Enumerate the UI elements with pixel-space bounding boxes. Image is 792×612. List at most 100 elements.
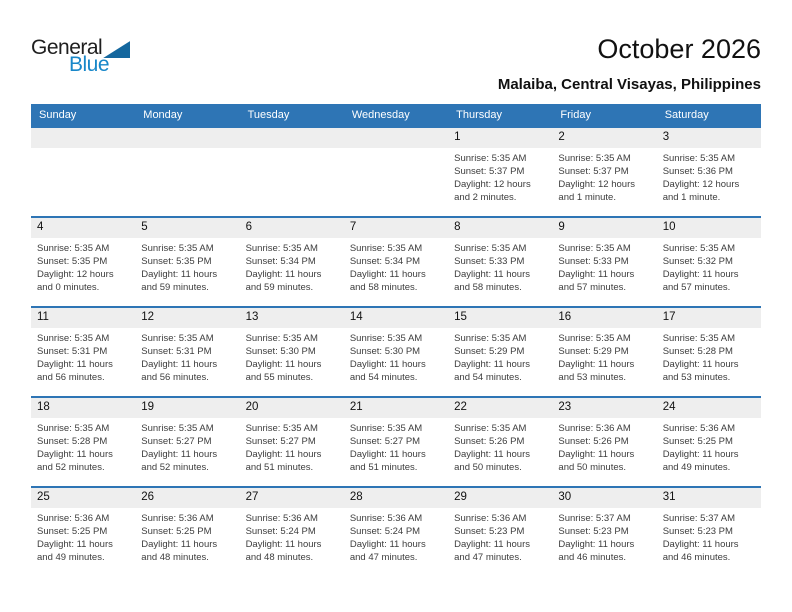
sunrise-text: Sunrise: 5:35 AM	[454, 423, 527, 434]
daylight-text: Daylight: 11 hours and 52 minutes.	[141, 449, 218, 473]
day-cell-27: 27 Sunrise: 5:36 AM Sunset: 5:24 PM Dayligh…	[239, 488, 344, 576]
day-cell-8: 8 Sunrise: 5:35 AM Sunset: 5:33 PM Daylight…	[448, 218, 553, 306]
sunset-text: Sunset: 5:29 PM	[454, 346, 525, 357]
day-number: 21	[343, 398, 449, 418]
daylight-text: Daylight: 11 hours and 55 minutes.	[245, 359, 322, 383]
day-cell-18: 18 Sunrise: 5:35 AM Sunset: 5:28 PM Dayligh…	[31, 398, 136, 486]
day-cell-13: 13 Sunrise: 5:35 AM Sunset: 5:30 PM Dayligh…	[239, 308, 344, 396]
sunset-text: Sunset: 5:27 PM	[245, 436, 316, 447]
sunrise-text: Sunrise: 5:35 AM	[454, 243, 527, 254]
day-details: Sunrise: 5:35 AM Sunset: 5:31 PM Daylight:…	[31, 328, 135, 384]
daylight-text: Daylight: 11 hours and 49 minutes.	[662, 449, 739, 473]
day-number: 23	[552, 398, 657, 418]
daylight-text: Daylight: 11 hours and 53 minutes.	[558, 359, 635, 383]
sunrise-text: Sunrise: 5:35 AM	[245, 243, 318, 254]
day-number: 3	[656, 128, 761, 148]
sunrise-text: Sunrise: 5:35 AM	[141, 333, 214, 344]
week-row-1: 1 Sunrise: 5:35 AM Sunset: 5:37 PM Daylight…	[31, 126, 761, 216]
sunset-text: Sunset: 5:37 PM	[558, 166, 629, 177]
daylight-text: Daylight: 12 hours and 1 minute.	[662, 179, 740, 203]
day-number-empty	[135, 128, 240, 148]
day-cell-24: 24 Sunrise: 5:36 AM Sunset: 5:25 PM Dayligh…	[656, 398, 761, 486]
day-cell-12: 12 Sunrise: 5:35 AM Sunset: 5:31 PM Dayligh…	[135, 308, 240, 396]
day-details: Sunrise: 5:36 AM Sunset: 5:24 PM Daylight:…	[344, 508, 448, 564]
day-cell-empty	[135, 128, 240, 216]
sunset-text: Sunset: 5:31 PM	[141, 346, 212, 357]
sunrise-text: Sunrise: 5:36 AM	[141, 513, 214, 524]
daylight-text: Daylight: 11 hours and 54 minutes.	[454, 359, 530, 383]
sunset-text: Sunset: 5:27 PM	[141, 436, 212, 447]
day-details: Sunrise: 5:35 AM Sunset: 5:33 PM Daylight:…	[448, 238, 552, 294]
daylight-text: Daylight: 11 hours and 54 minutes.	[349, 359, 426, 383]
day-cell-17: 17 Sunrise: 5:35 AM Sunset: 5:28 PM Dayligh…	[656, 308, 761, 396]
logo-text-general: General	[31, 36, 103, 59]
daylight-text: Daylight: 11 hours and 56 minutes.	[141, 359, 218, 383]
day-cell-29: 29 Sunrise: 5:36 AM Sunset: 5:23 PM Dayligh…	[448, 488, 553, 576]
daylight-text: Daylight: 11 hours and 49 minutes.	[37, 539, 113, 563]
sunrise-text: Sunrise: 5:35 AM	[37, 243, 110, 254]
day-details: Sunrise: 5:37 AM Sunset: 5:23 PM Daylight:…	[657, 508, 761, 564]
day-number: 25	[31, 488, 136, 508]
day-details: Sunrise: 5:35 AM Sunset: 5:31 PM Daylight:…	[135, 328, 239, 384]
day-number-empty	[239, 128, 344, 148]
sunrise-text: Sunrise: 5:35 AM	[141, 243, 214, 254]
day-number: 22	[448, 398, 553, 418]
day-number: 12	[135, 308, 240, 328]
sunset-text: Sunset: 5:23 PM	[454, 526, 525, 537]
daylight-text: Daylight: 12 hours and 2 minutes.	[454, 179, 531, 203]
sunset-text: Sunset: 5:29 PM	[558, 346, 629, 357]
weekday-header-wednesday: Wednesday	[351, 109, 410, 121]
day-details: Sunrise: 5:35 AM Sunset: 5:35 PM Daylight:…	[135, 238, 239, 294]
daylight-text: Daylight: 12 hours and 0 minutes.	[37, 269, 114, 293]
day-number: 7	[343, 218, 449, 238]
daylight-text: Daylight: 11 hours and 51 minutes.	[349, 449, 426, 473]
sunrise-text: Sunrise: 5:35 AM	[454, 333, 527, 344]
daylight-text: Daylight: 11 hours and 50 minutes.	[558, 449, 635, 473]
sunrise-text: Sunrise: 5:35 AM	[558, 243, 631, 254]
sunset-text: Sunset: 5:34 PM	[245, 256, 316, 267]
day-number: 28	[343, 488, 449, 508]
day-number: 27	[239, 488, 344, 508]
day-details: Sunrise: 5:36 AM Sunset: 5:23 PM Daylight:…	[448, 508, 552, 564]
daylight-text: Daylight: 11 hours and 58 minutes.	[349, 269, 426, 293]
sunrise-text: Sunrise: 5:35 AM	[662, 153, 736, 164]
sunrise-text: Sunrise: 5:35 AM	[558, 153, 631, 164]
day-number: 20	[239, 398, 344, 418]
month-title: October 2026	[597, 34, 761, 64]
day-cell-19: 19 Sunrise: 5:35 AM Sunset: 5:27 PM Dayligh…	[135, 398, 240, 486]
sunrise-text: Sunrise: 5:35 AM	[662, 333, 736, 344]
day-cell-31: 31 Sunrise: 5:37 AM Sunset: 5:23 PM Dayligh…	[656, 488, 761, 576]
day-details: Sunrise: 5:35 AM Sunset: 5:28 PM Daylight:…	[31, 418, 135, 474]
sunrise-text: Sunrise: 5:36 AM	[37, 513, 110, 524]
day-cell-6: 6 Sunrise: 5:35 AM Sunset: 5:34 PM Daylight…	[239, 218, 344, 306]
day-cell-25: 25 Sunrise: 5:36 AM Sunset: 5:25 PM Dayligh…	[31, 488, 136, 576]
daylight-text: Daylight: 11 hours and 57 minutes.	[662, 269, 739, 293]
day-cell-14: 14 Sunrise: 5:35 AM Sunset: 5:30 PM Dayligh…	[343, 308, 449, 396]
calendar-weeks: 1 Sunrise: 5:35 AM Sunset: 5:37 PM Daylight…	[31, 126, 761, 576]
sunrise-text: Sunrise: 5:36 AM	[349, 513, 423, 524]
week-row-4: 18 Sunrise: 5:35 AM Sunset: 5:28 PM Dayligh…	[31, 396, 761, 486]
day-cell-20: 20 Sunrise: 5:35 AM Sunset: 5:27 PM Dayligh…	[239, 398, 344, 486]
day-cell-4: 4 Sunrise: 5:35 AM Sunset: 5:35 PM Daylight…	[31, 218, 136, 306]
day-cell-21: 21 Sunrise: 5:35 AM Sunset: 5:27 PM Dayligh…	[343, 398, 449, 486]
general-blue-logo: General Blue	[31, 36, 131, 77]
day-cell-9: 9 Sunrise: 5:35 AM Sunset: 5:33 PM Daylight…	[552, 218, 657, 306]
day-details: Sunrise: 5:35 AM Sunset: 5:26 PM Daylight:…	[448, 418, 552, 474]
sunset-text: Sunset: 5:26 PM	[454, 436, 525, 447]
day-number: 6	[239, 218, 344, 238]
week-row-2: 4 Sunrise: 5:35 AM Sunset: 5:35 PM Daylight…	[31, 216, 761, 306]
day-details: Sunrise: 5:35 AM Sunset: 5:35 PM Daylight:…	[31, 238, 135, 294]
day-number: 13	[239, 308, 344, 328]
daylight-text: Daylight: 11 hours and 58 minutes.	[454, 269, 530, 293]
day-number: 9	[552, 218, 657, 238]
day-details: Sunrise: 5:35 AM Sunset: 5:37 PM Daylight:…	[448, 148, 552, 204]
day-cell-empty	[31, 128, 136, 216]
sunset-text: Sunset: 5:30 PM	[245, 346, 316, 357]
day-cell-3: 3 Sunrise: 5:35 AM Sunset: 5:36 PM Daylight…	[656, 128, 761, 216]
logo-triangle-icon	[103, 41, 131, 58]
day-number: 19	[135, 398, 240, 418]
day-cell-10: 10 Sunrise: 5:35 AM Sunset: 5:32 PM Dayligh…	[656, 218, 761, 306]
day-details: Sunrise: 5:36 AM Sunset: 5:25 PM Daylight:…	[31, 508, 135, 564]
weekday-header-thursday: Thursday	[456, 109, 502, 121]
weekday-header-tuesday: Tuesday	[247, 109, 290, 121]
